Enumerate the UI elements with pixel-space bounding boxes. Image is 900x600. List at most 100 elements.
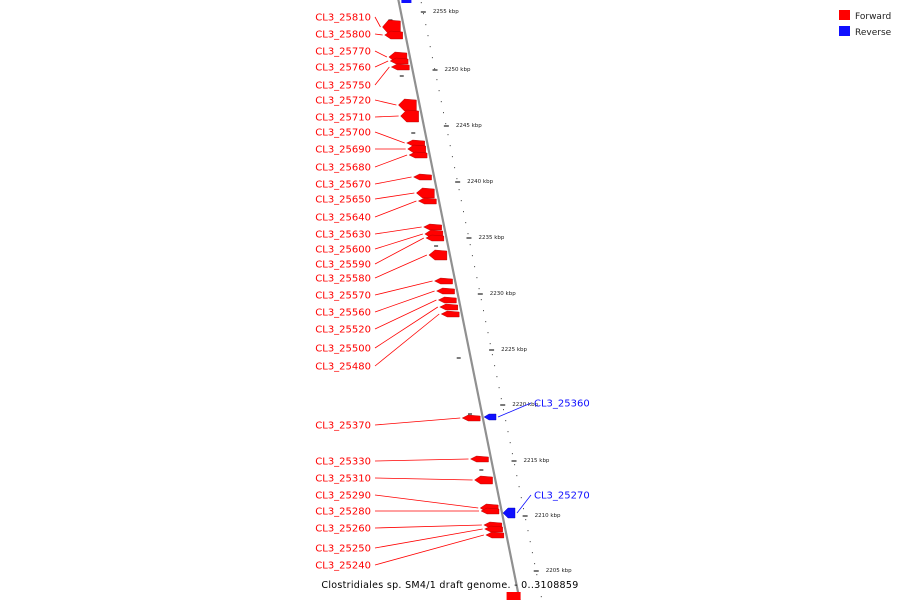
label-connector	[374, 33, 383, 36]
gene-label-forward[interactable]: CL3_25710	[315, 113, 371, 124]
label-connector	[374, 524, 482, 529]
gene-label-forward[interactable]: CL3_25750	[315, 81, 371, 92]
forward-gene[interactable]	[436, 287, 455, 295]
gene-label-forward[interactable]: CL3_25260	[315, 524, 371, 535]
gene-label-forward[interactable]: CL3_25330	[315, 457, 371, 468]
minor-tick-dot	[480, 299, 482, 301]
forward-gene[interactable]	[382, 19, 401, 35]
forward-gene[interactable]	[437, 296, 457, 304]
minor-tick-dot	[451, 156, 453, 158]
gene-label-forward[interactable]: CL3_25500	[315, 344, 371, 355]
minor-tick-dot	[527, 530, 529, 532]
gene-label-forward[interactable]: CL3_25770	[315, 47, 371, 58]
forward-gene[interactable]	[384, 30, 403, 40]
gene-label-forward[interactable]: CL3_25480	[315, 362, 371, 373]
minor-tick-dot	[520, 497, 522, 499]
forward-gene[interactable]	[461, 414, 481, 422]
gene-label-forward[interactable]: CL3_25580	[315, 274, 371, 285]
gene-label-forward[interactable]: CL3_25630	[315, 230, 371, 241]
legend: Forward Reverse	[839, 10, 892, 38]
minor-tick-dot	[423, 13, 424, 15]
gene-label-forward[interactable]: CL3_25560	[315, 308, 371, 319]
minor-tick-dot	[474, 266, 476, 268]
gene-label-forward[interactable]: CL3_25650	[315, 195, 371, 206]
forward-gene[interactable]	[407, 144, 426, 154]
forward-gene[interactable]	[439, 303, 459, 311]
minor-tick-dot	[427, 35, 429, 37]
forward-gene[interactable]	[413, 173, 432, 181]
minor-tick-dot	[447, 134, 449, 136]
gene-label-reverse[interactable]: CL3_25360	[534, 399, 590, 410]
tick-label: 2250 kbp	[445, 67, 471, 73]
label-connector	[374, 290, 435, 313]
minor-tick-dot	[525, 519, 527, 521]
gene-label-forward[interactable]: CL3_25720	[315, 96, 371, 107]
forward-gene[interactable]	[406, 139, 425, 147]
forward-gene[interactable]	[389, 57, 409, 65]
minor-tick-dot	[534, 563, 536, 565]
minor-tick-dot	[500, 398, 502, 400]
gene-label-forward[interactable]: CL3_25700	[315, 128, 371, 139]
forward-gene[interactable]	[417, 197, 437, 205]
forward-gene[interactable]	[398, 98, 417, 112]
label-connector	[374, 458, 469, 462]
forward-gene[interactable]	[474, 475, 493, 485]
gene-label-forward[interactable]: CL3_25240	[315, 561, 371, 572]
minor-tick-dot	[511, 453, 513, 455]
label-connector	[374, 200, 417, 218]
legend-swatch-forward	[839, 10, 850, 20]
minor-tick-dot	[443, 112, 444, 114]
forward-gene[interactable]	[416, 187, 435, 199]
forward-gene[interactable]	[470, 455, 489, 463]
gene-label-forward[interactable]: CL3_25690	[315, 145, 371, 156]
reverse-gene[interactable]	[401, 0, 412, 3]
gene-label-forward[interactable]: CL3_25520	[315, 325, 371, 336]
gene-label-forward[interactable]: CL3_25600	[315, 245, 371, 256]
minor-tick-dot	[483, 310, 484, 312]
forward-gene[interactable]	[484, 525, 503, 533]
minor-tick-dot	[420, 2, 422, 4]
forward-gene[interactable]	[390, 63, 410, 71]
gene-label-forward[interactable]: CL3_25570	[315, 291, 371, 302]
forward-gene[interactable]	[485, 531, 505, 539]
forward-gene[interactable]	[400, 109, 419, 123]
minor-tick-dot	[476, 277, 478, 279]
gene-label-forward[interactable]: CL3_25310	[315, 474, 371, 485]
gene-label-reverse[interactable]: CL3_25270	[534, 491, 590, 502]
reverse-gene[interactable]	[483, 413, 497, 421]
minor-tick-dot	[445, 123, 447, 125]
minor-tick-dot	[440, 101, 442, 103]
reverse-gene[interactable]	[502, 507, 516, 519]
minor-tick-dot	[485, 321, 487, 323]
gene-label-forward[interactable]: CL3_25760	[315, 63, 371, 74]
gene-label-forward[interactable]: CL3_25590	[315, 260, 371, 271]
gene-label-forward[interactable]: CL3_25680	[315, 163, 371, 174]
label-connector	[374, 115, 399, 118]
minor-tick-dot	[434, 68, 436, 70]
forward-gene[interactable]	[408, 151, 428, 159]
label-connector	[374, 50, 388, 58]
gene-label-forward[interactable]: CL3_25640	[315, 213, 371, 224]
forward-gene[interactable]	[480, 507, 500, 515]
tick-label: 2230 kbp	[490, 291, 516, 297]
label-connector	[374, 66, 390, 86]
forward-gene[interactable]	[506, 592, 521, 600]
minor-tick-dot	[491, 354, 493, 356]
legend-label-forward: Forward	[855, 12, 891, 22]
gene-label-forward[interactable]: CL3_25250	[315, 544, 371, 555]
forward-gene[interactable]	[440, 310, 460, 318]
tick-label: 2240 kbp	[467, 179, 493, 185]
forward-gene[interactable]	[428, 249, 448, 261]
gene-label-forward[interactable]: CL3_25290	[315, 491, 371, 502]
label-connector	[374, 16, 381, 28]
forward-gene[interactable]	[434, 277, 453, 285]
gene-label-forward[interactable]: CL3_25370	[315, 421, 371, 432]
label-connector	[497, 402, 532, 418]
forward-gene[interactable]	[423, 223, 442, 231]
gene-label-forward[interactable]: CL3_25670	[315, 180, 371, 191]
minor-tick-dot	[487, 332, 489, 334]
gene-label-forward[interactable]: CL3_25800	[315, 30, 371, 41]
gene-label-forward[interactable]: CL3_25280	[315, 507, 371, 518]
forward-gene[interactable]	[425, 234, 445, 242]
gene-label-forward[interactable]: CL3_25810	[315, 13, 371, 24]
